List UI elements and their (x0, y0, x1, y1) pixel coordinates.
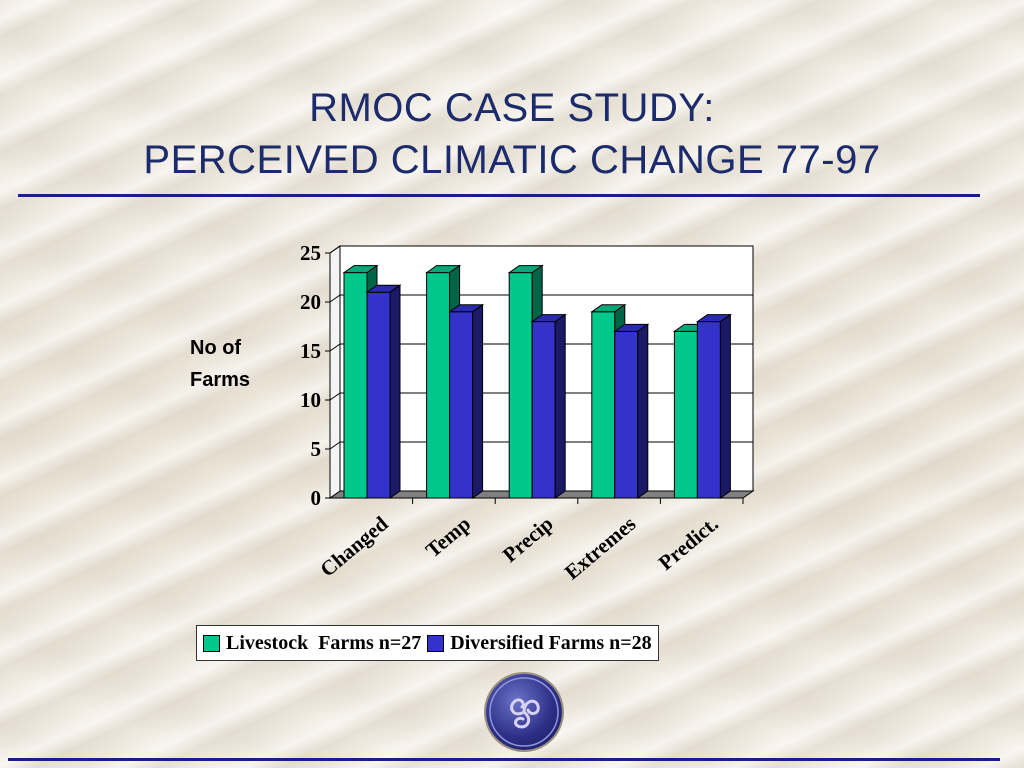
bar-front (449, 311, 474, 499)
footer-divider (8, 758, 1000, 761)
y-axis-label-line-2: Farms (190, 369, 251, 391)
bar-front (673, 330, 698, 499)
plot-side-wall (329, 245, 341, 499)
gridline-side-10 (329, 392, 341, 401)
legend-swatch-livestock (203, 634, 220, 652)
bar-front (591, 311, 616, 499)
x-category-label-changed: Changed (315, 511, 392, 581)
bar-1-changed (365, 284, 402, 499)
y-tick-label-20: 20 (300, 290, 321, 314)
title-line-2: PERCEIVED CLIMATIC CHANGE 77-97 (143, 138, 881, 182)
x-category-label-precip: Precip (498, 511, 558, 567)
gridline-side-15 (329, 343, 341, 352)
bar-front (696, 321, 721, 499)
x-category-label-extremes: Extremes (560, 511, 640, 584)
gridline-side-25 (329, 245, 341, 254)
y-tick-label-10: 10 (300, 388, 321, 412)
title-line-1: RMOC CASE STUDY: (309, 86, 715, 130)
bar-front (426, 272, 451, 499)
bar-side (719, 313, 731, 499)
legend-swatch-diversified (427, 634, 445, 652)
bar-front (508, 272, 533, 499)
bar-side (637, 323, 649, 499)
gridline-side-5 (329, 441, 341, 450)
bar-front (531, 321, 556, 499)
legend-label-diversified: Diversified Farms n=28 (450, 631, 652, 654)
triskelion-logo-graphic (489, 677, 559, 747)
legend-item-diversified: Diversified Farms n=28 (427, 631, 652, 655)
bar-1-temp (448, 303, 485, 499)
bar-1-predict (695, 313, 732, 499)
x-category-label-predict: Predict. (654, 511, 723, 574)
y-tick-label-15: 15 (300, 339, 321, 363)
slide-title: RMOC CASE STUDY: PERCEIVED CLIMATIC CHAN… (0, 82, 1024, 186)
bar-side (389, 284, 401, 499)
bar-front (614, 330, 639, 499)
y-axis-label-line-1: No of (190, 337, 242, 359)
gridline-side-20 (329, 294, 341, 303)
y-tick-label-25: 25 (300, 241, 321, 265)
bar-side (472, 303, 484, 499)
bar-side (554, 313, 566, 499)
triskelion-logo-icon (486, 674, 562, 750)
x-category-label-temp: Temp (421, 511, 475, 562)
bar-1-extremes (613, 323, 650, 499)
bar-front (366, 291, 391, 499)
chart-legend: Livestock Farms n=27 Diversified Farms n… (196, 625, 659, 661)
legend-item-livestock: Livestock Farms n=27 (203, 632, 421, 655)
bar-front (343, 272, 368, 499)
y-axis-label: No of Farms (190, 332, 280, 396)
bar-1-precip (530, 313, 567, 499)
y-tick-label-0: 0 (311, 486, 322, 510)
y-tick-label-5: 5 (311, 437, 322, 461)
legend-label-livestock: Livestock Farms n=27 (226, 631, 422, 654)
title-divider (18, 194, 980, 197)
